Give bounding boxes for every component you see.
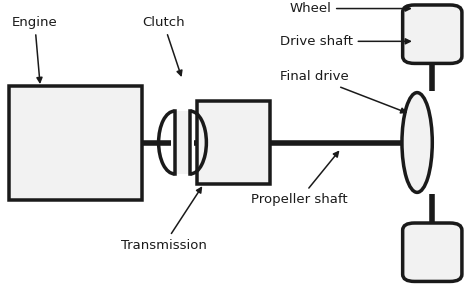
Text: Wheel: Wheel: [289, 2, 410, 15]
FancyBboxPatch shape: [402, 5, 462, 64]
Text: Clutch: Clutch: [142, 16, 185, 76]
Text: Engine: Engine: [12, 16, 58, 82]
Text: Propeller shaft: Propeller shaft: [251, 152, 348, 206]
Bar: [9, 86, 142, 200]
FancyBboxPatch shape: [402, 223, 462, 282]
Bar: [174, 111, 191, 174]
Ellipse shape: [402, 93, 432, 192]
Text: Transmission: Transmission: [121, 188, 207, 252]
Bar: [197, 101, 270, 184]
Text: Final drive: Final drive: [280, 70, 406, 113]
Text: Drive shaft: Drive shaft: [280, 35, 410, 48]
